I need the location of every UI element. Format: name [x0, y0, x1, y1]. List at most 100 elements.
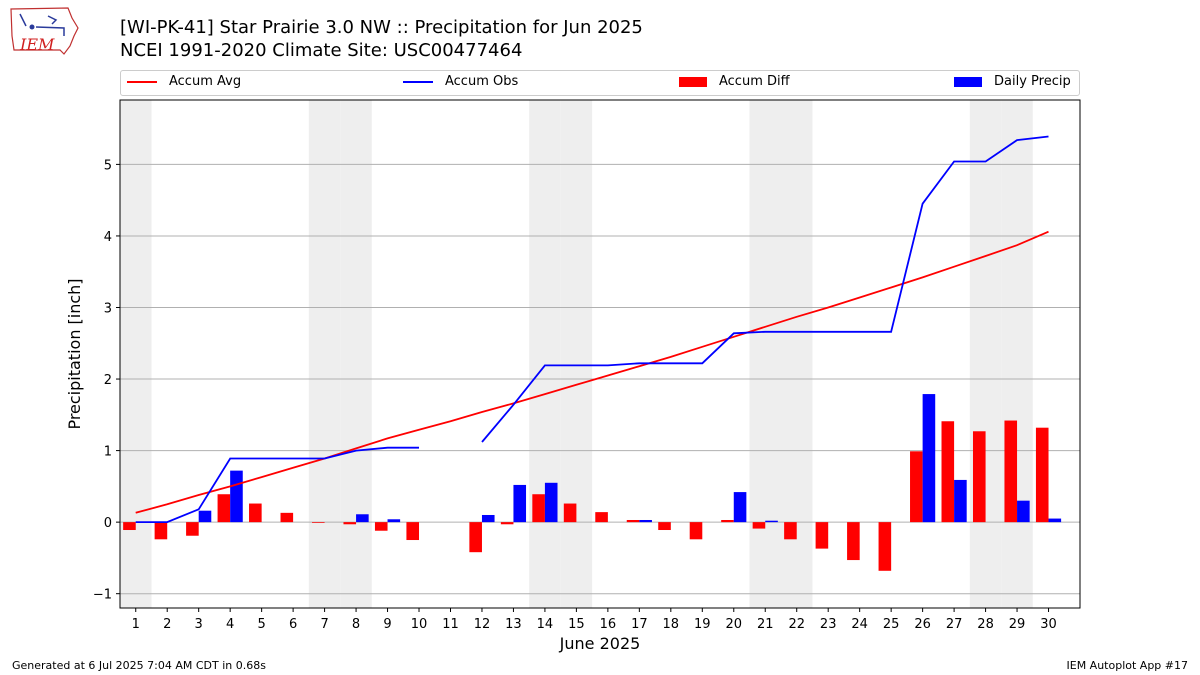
- xtick-label-18: 18: [663, 617, 680, 632]
- legend-swatch-accum-avg: [127, 80, 157, 83]
- accum-diff-bar-21: [752, 522, 766, 529]
- xtick-label-2: 2: [163, 617, 171, 632]
- daily-precip-bar-29: [1017, 500, 1030, 523]
- daily-precip-bar-20: [733, 492, 747, 523]
- ytick-label--1: −1: [93, 588, 112, 603]
- daily-precip-bar-27: [954, 479, 967, 523]
- xtick-label-3: 3: [195, 617, 203, 632]
- daily-precip-bar-4: [230, 470, 243, 523]
- daily-precip-bar-12: [481, 514, 495, 523]
- accum-diff-bar-29: [1004, 420, 1018, 523]
- weekend-band-1: [120, 100, 152, 608]
- accum-diff-bar-23: [815, 522, 829, 549]
- legend-item-accum-obs: Accum Obs: [403, 74, 518, 89]
- plot-frame: [119, 99, 1081, 609]
- y-axis-label: Precipitation [inch]: [65, 278, 84, 429]
- legend-label-daily-precip: Daily Precip: [994, 74, 1071, 89]
- xtick-label-28: 28: [977, 617, 994, 632]
- accum-diff-bar-26: [910, 451, 923, 523]
- iem-logo: IEM: [8, 6, 80, 62]
- accum-diff-bar-6: [280, 512, 294, 523]
- xtick-label-7: 7: [320, 617, 328, 632]
- accum-diff-bar-15: [563, 503, 577, 523]
- accum-diff-bar-17: [626, 519, 640, 523]
- xtick-label-20: 20: [725, 617, 742, 632]
- accum-diff-bar-10: [406, 522, 420, 541]
- daily-precip-bar-8: [356, 514, 369, 523]
- weekend-band-15: [560, 100, 593, 608]
- accum-diff-bar-7: [312, 522, 325, 523]
- ytick-label-5: 5: [104, 158, 112, 173]
- weekend-band-21: [749, 100, 781, 608]
- ytick-label-4: 4: [104, 230, 112, 245]
- accum-diff-bar-14: [532, 494, 545, 523]
- chart-subtitle: NCEI 1991-2020 Climate Site: USC00477464: [120, 40, 523, 61]
- accum-diff-bar-22: [784, 522, 797, 540]
- accum-diff-bar-5: [249, 503, 262, 523]
- xtick-label-17: 17: [631, 617, 648, 632]
- accum-avg-line-segment-1: [135, 230, 1049, 514]
- xtick-label-4: 4: [226, 617, 234, 632]
- daily-precip-bar-21: [765, 520, 778, 523]
- accum-diff-bar-8: [343, 522, 357, 525]
- xtick-label-15: 15: [568, 617, 585, 632]
- daily-precip-bar-3: [198, 510, 212, 523]
- generated-footer: Generated at 6 Jul 2025 7:04 AM CDT in 0…: [12, 659, 266, 672]
- xtick-label-29: 29: [1009, 617, 1026, 632]
- weekend-band-7: [308, 100, 341, 608]
- weekend-band-14: [529, 100, 561, 608]
- legend-swatch-accum-diff: [679, 76, 707, 87]
- legend-label-accum-diff: Accum Diff: [719, 74, 790, 89]
- legend-item-daily-precip: Daily Precip: [954, 74, 1071, 89]
- xtick-label-5: 5: [257, 617, 265, 632]
- accum-diff-bar-4: [217, 494, 231, 523]
- accum-diff-bar-20: [721, 519, 734, 523]
- legend-label-accum-obs: Accum Obs: [445, 74, 519, 89]
- accum-diff-bar-18: [658, 522, 671, 531]
- accum-diff-bar-25: [878, 522, 892, 571]
- xtick-label-10: 10: [411, 617, 428, 632]
- accum-diff-bar-12: [469, 522, 482, 553]
- xtick-label-13: 13: [505, 617, 522, 632]
- xtick-label-9: 9: [383, 617, 391, 632]
- ytick-label-3: 3: [104, 301, 112, 316]
- xtick-label-14: 14: [537, 617, 554, 632]
- accum-diff-bar-27: [941, 421, 955, 523]
- accum-diff-bar-16: [595, 512, 608, 523]
- weekend-band-28: [969, 100, 1002, 608]
- accum-diff-bar-24: [847, 522, 860, 561]
- accum-obs-line-segment-1: [135, 446, 419, 523]
- app-footer: IEM Autoplot App #17: [1066, 659, 1189, 672]
- xtick-label-25: 25: [883, 617, 900, 632]
- accum-diff-bar-3: [186, 522, 199, 536]
- accum-diff-bar-28: [972, 431, 986, 523]
- accum-diff-bar-9: [374, 522, 388, 531]
- xtick-label-11: 11: [442, 617, 459, 632]
- ytick-label-0: 0: [104, 516, 112, 531]
- daily-precip-bar-30: [1048, 518, 1062, 523]
- daily-precip-bar-13: [513, 484, 527, 523]
- logo-text: IEM: [19, 35, 55, 54]
- xtick-label-12: 12: [474, 617, 491, 632]
- legend-item-accum-avg: Accum Avg: [127, 74, 241, 89]
- legend-item-accum-diff: Accum Diff: [679, 74, 790, 89]
- weekend-band-8: [340, 100, 372, 608]
- daily-precip-bar-9: [387, 519, 401, 523]
- weekend-band-29: [1001, 100, 1033, 608]
- xtick-label-21: 21: [757, 617, 774, 632]
- xtick-label-26: 26: [914, 617, 931, 632]
- legend-swatch-accum-obs: [403, 80, 433, 83]
- xtick-label-1: 1: [132, 617, 140, 632]
- daily-precip-bar-14: [544, 482, 558, 523]
- daily-precip-bar-26: [922, 394, 936, 523]
- x-axis-label: June 2025: [559, 634, 641, 653]
- accum-diff-bar-13: [500, 522, 514, 525]
- legend-swatch-daily-precip: [954, 76, 982, 87]
- accum-obs-line-segment-2: [481, 135, 1049, 443]
- daily-precip-bar-17: [639, 519, 652, 523]
- accum-diff-bar-2: [154, 522, 168, 540]
- xtick-label-24: 24: [851, 617, 868, 632]
- chart-legend: Accum Avg Accum Obs Accum Diff Daily Pre…: [120, 70, 1080, 96]
- accum-diff-bar-30: [1035, 427, 1049, 523]
- ytick-label-1: 1: [104, 445, 112, 460]
